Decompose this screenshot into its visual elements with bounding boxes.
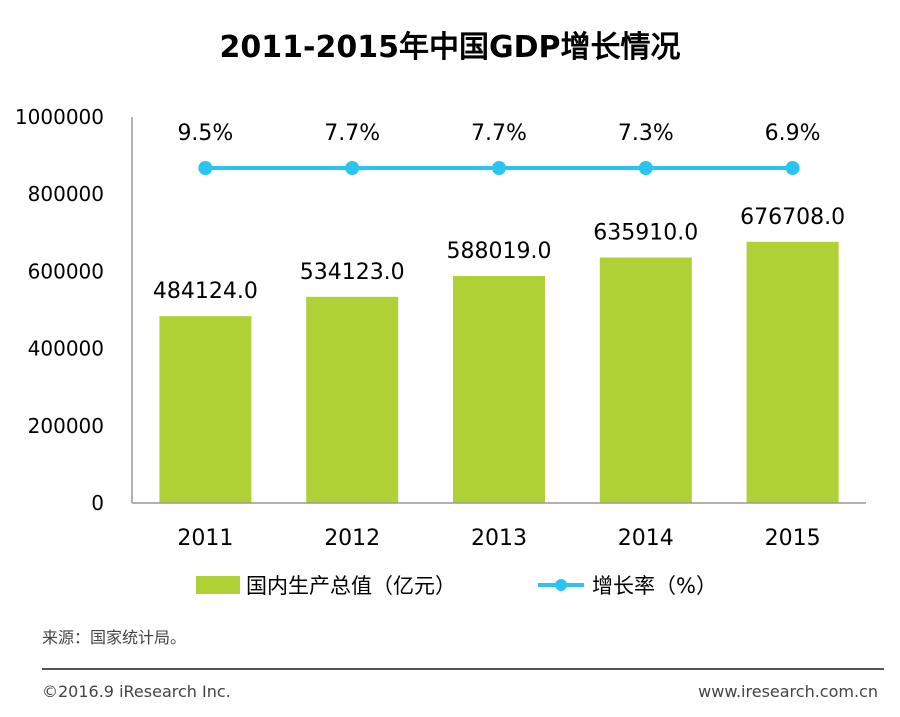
footer-divider <box>42 668 884 670</box>
x-tick-label: 2013 <box>471 526 527 551</box>
growth-point <box>345 161 360 175</box>
legend-item-gdp[interactable]: 国内生产总值（亿元） <box>196 570 456 600</box>
x-tick-label: 2014 <box>618 526 674 551</box>
bar-data-labels: 484124.0 534123.0 588019.0 635910.0 676708.0 <box>153 205 845 304</box>
y-tick-label: 800000 <box>28 182 104 206</box>
x-tick-label: 2011 <box>177 526 233 551</box>
x-axis: 2011 2012 2013 2014 2015 <box>132 502 866 551</box>
x-tick-label: 2012 <box>324 526 380 551</box>
growth-data-label: 7.7% <box>471 121 527 146</box>
growth-data-label: 9.5% <box>177 121 233 146</box>
growth-data-label: 7.3% <box>618 121 674 146</box>
growth-data-label: 6.9% <box>765 121 821 146</box>
legend-item-growth[interactable]: 增长率（%） <box>536 570 717 600</box>
legend-bar-swatch <box>196 576 240 594</box>
legend-line-swatch <box>538 579 584 591</box>
y-tick-label: 200000 <box>28 414 104 438</box>
y-axis: 0 200000 400000 600000 800000 1000000 <box>15 105 133 515</box>
copyright-text: ©2016.9 iResearch Inc. <box>42 682 231 701</box>
bar-data-label: 676708.0 <box>740 205 845 230</box>
bar-data-label: 588019.0 <box>447 239 552 264</box>
y-tick-label: 1000000 <box>15 105 104 129</box>
legend-label-growth: 增长率（%） <box>592 574 717 598</box>
legend: 国内生产总值（亿元） 增长率（%） <box>196 570 797 600</box>
growth-data-label: 7.7% <box>324 121 380 146</box>
y-tick-label: 400000 <box>28 337 104 361</box>
bar <box>599 257 692 503</box>
bar <box>159 316 252 503</box>
bar-data-label: 484124.0 <box>153 279 258 304</box>
chart-title: 2011-2015年中国GDP增长情况 <box>219 30 681 65</box>
growth-point <box>785 161 800 175</box>
bar-data-label: 534123.0 <box>300 260 405 285</box>
growth-point <box>492 161 506 175</box>
legend-label-gdp: 国内生产总值（亿元） <box>246 574 456 598</box>
bar <box>306 296 399 503</box>
source-note: 来源：国家统计局。 <box>42 628 187 647</box>
bar-series <box>159 241 839 503</box>
y-tick-label: 600000 <box>28 259 104 283</box>
bar <box>746 241 839 503</box>
line-data-labels: 9.5% 7.7% 7.7% 7.3% 6.9% <box>177 121 820 146</box>
line-series <box>198 161 800 175</box>
x-tick-label: 2015 <box>765 526 821 551</box>
growth-point <box>638 161 653 175</box>
y-tick-label: 0 <box>91 491 104 515</box>
growth-point <box>198 161 213 175</box>
website-link[interactable]: www.iresearch.com.cn <box>698 682 878 701</box>
bar-data-label: 635910.0 <box>593 221 698 246</box>
chart-canvas: 0 200000 400000 600000 800000 1000000 484124.… <box>15 105 866 551</box>
bar <box>453 276 545 503</box>
